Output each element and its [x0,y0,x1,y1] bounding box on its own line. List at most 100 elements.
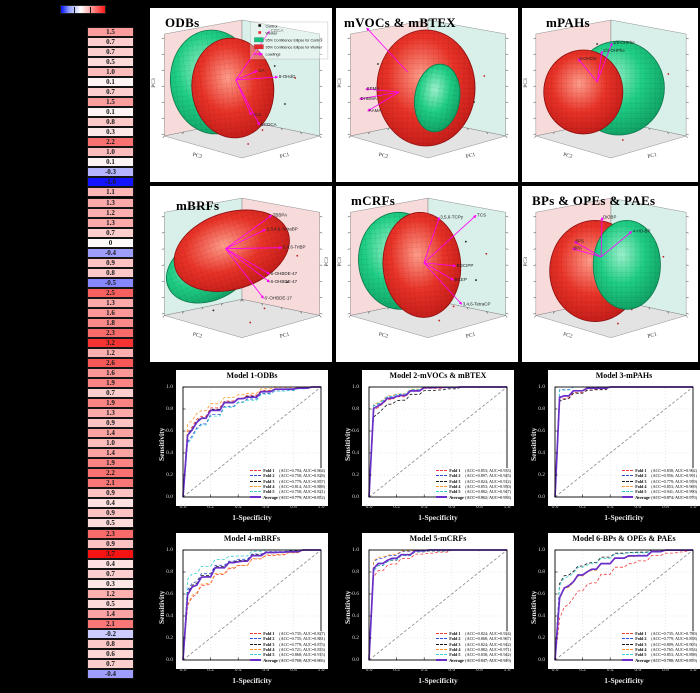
loading-arrow [235,30,270,81]
loading-arrow [600,231,633,258]
heatmap-cell: 2.3 [87,528,134,539]
y-tick-label: 0.8 [166,569,173,575]
legend-fold-label: Fold 2 [635,636,647,642]
heatmap-cell: 0.7 [87,87,134,98]
roc-legend-row: Fold 3 (ACC=0.779; AUC=0.857) [250,478,325,484]
loading-arrow [225,215,273,250]
legend-line-swatch [250,659,262,662]
legend-fold-stats: (ACC=0.788; AUC=0.859) [651,657,697,663]
heatmap-cell: 1.0 [87,147,134,158]
heatmap-cell: 1.5 [87,97,134,108]
panel-3d-bps-opes-paes: DiOBP 4-HO-BP BPS BPA PC3 PC2 PC1 BPs & OPEs &… [522,186,698,362]
x-tick-label: 0.0 [551,667,559,673]
roc-legend-row: Average (ACC=0.788; AUC=0.859) [622,658,697,663]
legend-line-swatch [436,654,448,656]
roc-plot-card: Model 4-mBRFs Fold 1 (ACC=0.735; AUC=0.82… [176,533,328,669]
legend-fold-label: Fold 1 [263,467,275,473]
loading-arrow [366,27,408,73]
heatmap-cell: 0.1 [87,77,134,88]
x-tick-label: 0.4 [420,667,428,673]
loading-label: 6'-OHBDE-17 [265,295,293,300]
legend-item-label: Control [266,24,278,28]
legend-fold-label: Average [449,494,464,500]
heatmap-cell: 2.1 [87,618,134,629]
y-tick-label: 1.0 [352,384,359,390]
roc-plot-card: Model 1-ODBs Fold 1 (ACC=0.794; AUC=0.864… [176,370,328,506]
panel-title: mCRFs [351,193,396,208]
legend-fold-stats: (ACC=0.853; AUC=0.950) [465,484,511,490]
heatmap-cell: 0.5 [87,598,134,609]
ellipsoid-mesh [414,64,461,132]
x-axis-label: 1-Specificity [418,513,458,522]
axis-label-vertical: PC3 [324,257,330,267]
x-tick-label: 0.4 [420,504,428,510]
roc-legend-row: Fold 1 (ACC=0.824; AUC=0.924) [436,631,511,636]
heatmap-cell: -0.5 [87,277,134,288]
panel-title: ODBs [165,15,200,30]
scatter-point [483,75,486,77]
x-tick-label: 1.0 [317,504,325,510]
x-tick-label: 0.0 [365,504,373,510]
legend-fold-label: Fold 5 [635,489,647,495]
scatter-point [273,65,276,67]
legend-fold-stats: (ACC=0.824; AUC=0.942) [465,641,511,647]
y-tick-label: 0.6 [352,591,359,597]
scatter-point [212,309,215,312]
loading-arrow [235,79,260,126]
x-tick-label: 0.2 [393,504,401,510]
roc-title: Model 2-mVOCs & mBTEX [389,371,487,380]
x-tick-label: 0.6 [634,504,642,510]
roc-legend-row: Fold 4 (ACC=0.721; AUC=0.833) [250,647,325,652]
heatmap-cell: 1.9 [87,398,134,409]
roc-title: Model 3-mPAHs [595,371,653,380]
loading-arrow [571,247,602,258]
heatmap-cell: 0.9 [87,538,134,549]
x-tick-label: 0.6 [262,667,270,673]
loading-label: SPMA [367,86,380,91]
y-tick-label: 0.4 [166,450,173,456]
x-axis-label: 1-Specificity [604,513,644,522]
heatmap-cell: 1.2 [87,347,134,358]
axis-label-bottom-left: PC2 [192,152,203,160]
legend-fold-label: Fold 2 [263,473,275,479]
panel-roc-model6: Model 6-BPs & OPEs & PAEs Fold 1 (ACC=0.7… [522,533,700,691]
heatmap-cell: 0.8 [87,267,134,278]
legend-line-swatch [622,649,634,651]
loading-arrow [235,70,258,81]
heatmap-cell: 0.9 [87,508,134,519]
heatmap-cell: 0.8 [87,638,134,649]
legend-fold-label: Fold 2 [263,636,275,642]
loading-label: GCDCA [260,122,276,127]
diagonal-reference-line [368,386,508,498]
heatmap-cell: -0.2 [87,628,134,639]
y-tick-label: 1.0 [538,384,545,390]
scatter-point [286,281,288,284]
heatmap-cell: 1.3 [87,297,134,308]
heatmap-cell: 2.1 [87,478,134,489]
x-tick-label: 1.0 [689,667,697,673]
x-tick-label: 0.6 [634,667,642,673]
roc-legend-row: Fold 1 (ACC=0.838; AUC=0.962) [622,468,697,473]
legend-fold-label: Fold 3 [635,641,647,647]
roc-plot-card: Model 5-mCRFs Fold 1 (ACC=0.824; AUC=0.92… [362,533,514,669]
legend-line-swatch [250,638,262,640]
legend-line-swatch [250,496,262,499]
x-tick-label: 0.0 [179,504,187,510]
x-tick-label: 0.6 [448,667,456,673]
y-axis-label: Sensitivity [157,590,166,624]
loading-arrow [423,262,457,268]
heatmap-cell: 3.2 [87,337,134,348]
y-tick-label: 0.4 [538,450,545,456]
ellipsoid-mesh [382,212,461,318]
roc-legend-row: Fold 3 (ACC=0.809; AUC=0.905) [622,641,697,647]
scatter-point [667,73,670,75]
roc-legend-row: Fold 1 (ACC=0.853; AUC=0.933) [436,468,511,473]
loading-arrow [600,216,604,257]
diagonal-reference-line [554,549,694,661]
legend-line-swatch [622,632,634,634]
panel-3d-mvocs-mbtex: SPMA DHBMA AAMA PC3 PC2 PC1 mVOCs & mBTEX [336,8,518,182]
x-tick-label: 0.8 [661,667,669,673]
heatmap-cell: 0.3 [87,578,134,589]
heatmap-cell: 1.0 [87,67,134,78]
